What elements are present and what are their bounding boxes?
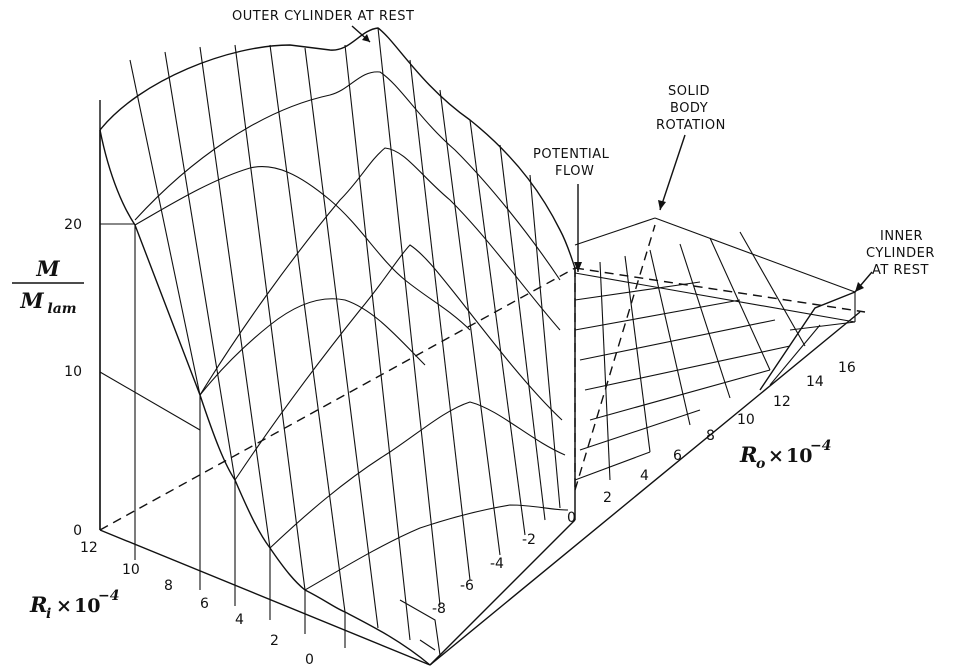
svg-text:M: M [19,288,44,313]
ro-tick-8: 8 [706,428,715,444]
ro-tick--6: -6 [460,578,474,594]
ri-tick-10: 10 [122,562,140,578]
ri-tick-8: 8 [164,578,173,594]
flat-grid [574,231,806,520]
svg-text:×: × [56,595,72,617]
svg-text:10: 10 [74,595,100,617]
ri-tick-12: 12 [80,540,98,556]
svg-text:R: R [739,442,757,467]
svg-text:o: o [756,456,765,472]
ri-tick-6: 6 [200,596,209,612]
inner-at-rest-ramp [759,291,856,391]
ri-tick-2: 2 [270,633,279,649]
ro-tick--8: -8 [432,601,446,617]
svg-text:POTENTIAL: POTENTIAL [533,147,610,162]
annotation-solid-body: SOLID BODY ROTATION [656,84,726,211]
z-axis: 0 10 20 [64,100,201,539]
svg-text:CYLINDER: CYLINDER [866,246,935,261]
ro-tick--4: -4 [490,556,504,572]
ro-tick-2: 2 [603,490,612,506]
ro-tick-6: 6 [673,448,682,464]
surface-mesh [99,27,576,666]
z-tick-10: 10 [64,364,82,380]
ro-ticks: -8 -6 -4 -2 0 2 4 6 8 10 12 14 16 [432,360,856,617]
ro-tick--2: -2 [522,532,536,548]
svg-text:i: i [46,606,51,622]
svg-text:ROTATION: ROTATION [656,118,726,133]
annotation-potential-flow: POTENTIAL FLOW [533,147,610,272]
svg-text:M: M [35,256,60,281]
svg-text:×: × [768,445,784,467]
base-frame [99,217,866,666]
ro-tick-10: 10 [737,412,755,428]
ro-axis-label: R o × 10 −4 [739,438,831,472]
annotation-outer-at-rest: OUTER CYLINDER AT REST [232,9,414,43]
z-tick-20: 20 [64,217,82,233]
svg-text:lam: lam [47,301,76,317]
svg-text:−4: −4 [98,588,119,604]
svg-text:AT REST: AT REST [872,263,929,278]
ro-tick-12: 12 [773,394,791,410]
svg-text:R: R [29,592,47,617]
svg-text:SOLID: SOLID [668,84,710,99]
svg-text:−4: −4 [810,438,831,454]
svg-text:10: 10 [786,445,812,467]
ri-ticks: 12 10 8 6 4 2 0 [80,540,314,668]
svg-text:BODY: BODY [670,101,708,116]
ro-tick-16: 16 [838,360,856,376]
ro-tick-0: 0 [567,510,576,526]
svg-text:INNER: INNER [880,229,923,244]
annotation-inner-at-rest: INNER CYLINDER AT REST [854,229,935,293]
ro-tick-4: 4 [640,468,649,484]
ro-tick-14: 14 [806,374,824,390]
svg-text:OUTER CYLINDER AT REST: OUTER CYLINDER AT REST [232,9,414,24]
ri-tick-4: 4 [235,612,244,628]
svg-text:FLOW: FLOW [555,164,594,179]
z-axis-label: M M lam [12,256,84,317]
z-tick-0: 0 [73,523,82,539]
ri-tick-0: 0 [305,652,314,668]
ri-axis-label: R i × 10 −4 [29,588,119,622]
